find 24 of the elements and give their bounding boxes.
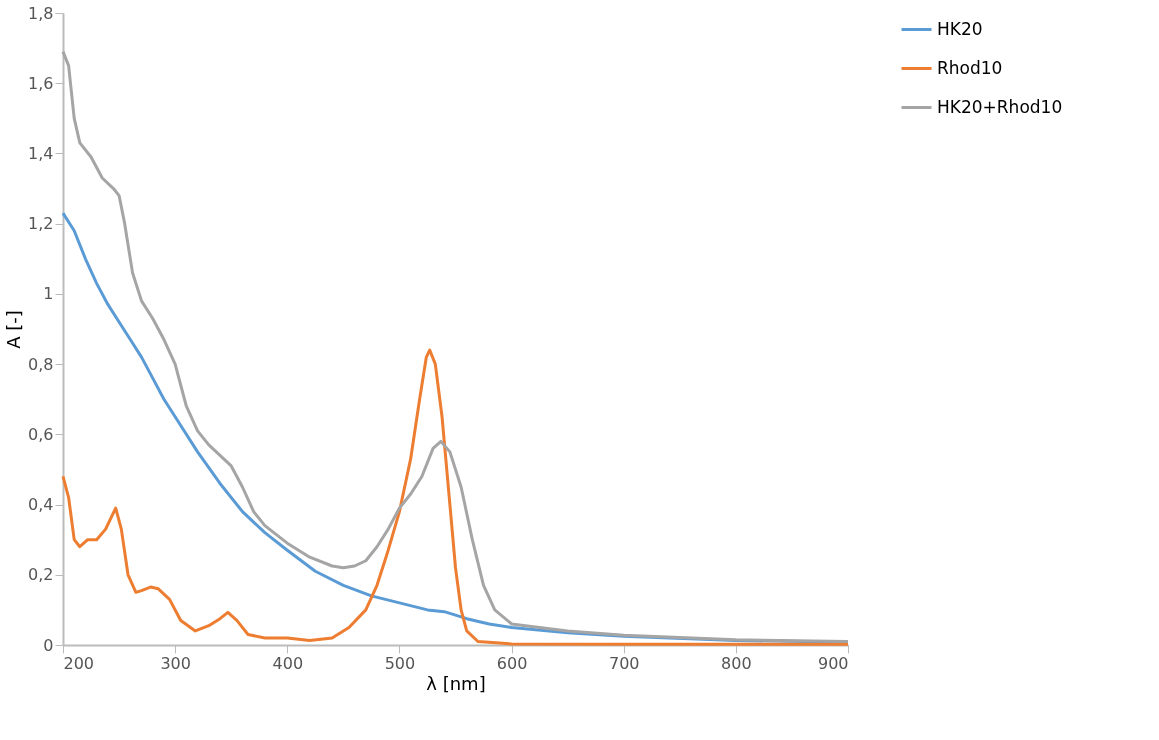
y-tick-label: 0,4 [28,495,54,515]
y-tick-label: 1,2 [28,214,54,234]
y-tick-label: 1,8 [28,3,54,23]
line-series [61,50,850,643]
y-axis-title: A [-] [3,310,25,349]
y-tick-label: 1 [43,284,54,304]
x-tick-label: 300 [160,653,191,673]
x-tick-label: 700 [608,653,640,673]
y-tick-label: 0 [43,635,54,655]
x-tick-label: 900 [817,653,849,673]
legend-label: Rhod10 [937,57,1003,78]
x-axis-title: λ [nm] [426,672,486,694]
y-tick-label: 1,6 [28,73,54,93]
y-tick-label: 0,6 [28,424,54,444]
y-tick-label: 1,4 [28,143,54,163]
x-tick-label: 200 [63,653,95,673]
legend-label: HK20+Rhod10 [937,96,1063,117]
x-tick-label: 500 [384,653,416,673]
y-tick-label: 0,2 [28,565,54,585]
x-tick-label: 600 [496,653,528,673]
x-tick-label: 400 [272,653,304,673]
y-tick-label: 0,8 [28,354,54,374]
legend-label: HK20 [937,18,983,39]
x-tick-label: 800 [721,653,752,673]
